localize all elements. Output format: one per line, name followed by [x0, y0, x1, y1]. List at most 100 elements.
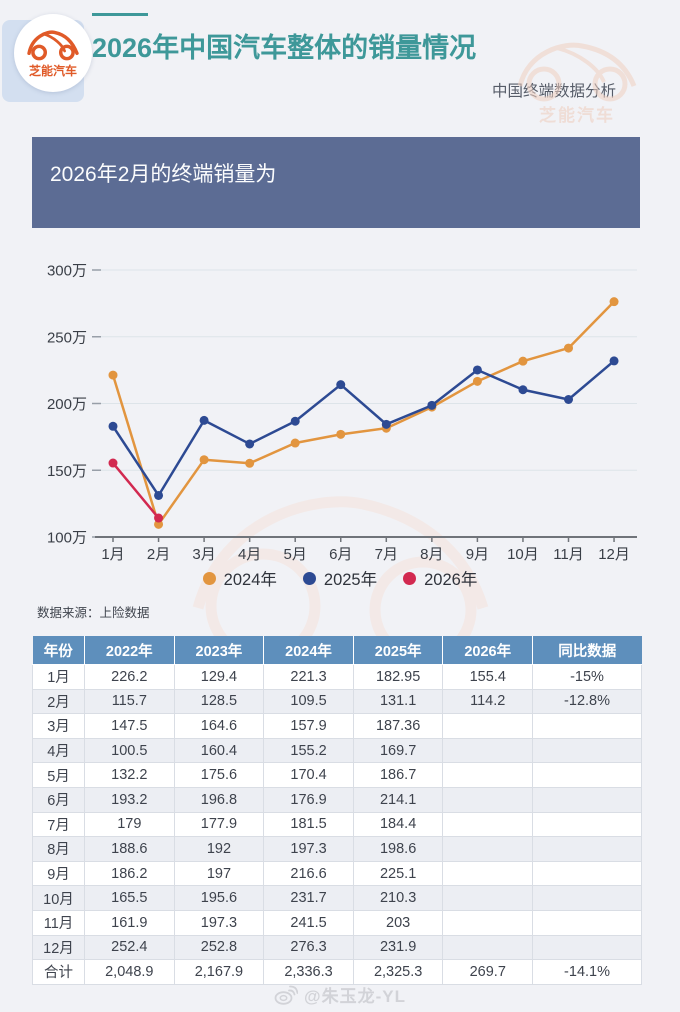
- x-axis-label: 10月: [507, 546, 539, 563]
- x-axis-label: 1月: [101, 546, 124, 563]
- x-axis-label: 7月: [375, 546, 398, 563]
- table-cell: 131.1: [352, 688, 444, 715]
- table-cell: 225.1: [352, 860, 444, 887]
- table-cell: 155.4: [442, 664, 534, 690]
- weibo-icon: [274, 985, 299, 1005]
- table-cell: 170.4: [263, 762, 354, 788]
- table-cell: 210.3: [352, 885, 444, 911]
- logo-circle: 芝能汽车: [14, 14, 92, 92]
- table-cell: 12月: [32, 934, 85, 961]
- data-point: [108, 421, 118, 431]
- table-cell: 179: [84, 811, 175, 838]
- table-cell: 175.6: [173, 762, 265, 788]
- series-line: [111, 300, 616, 526]
- data-point: [564, 394, 573, 404]
- table-cell: 109.5: [263, 688, 354, 715]
- data-point: [564, 343, 573, 353]
- sales-data-table: 年份 2022年 2023年 2024年 2025年 2026年 同比数据 1月 226.2 1…: [32, 636, 642, 985]
- table-cell: 252.4: [84, 934, 175, 961]
- table-cell: 197: [173, 860, 265, 887]
- table-cell: [532, 786, 642, 813]
- watermark-text: 芝能汽车: [539, 106, 615, 125]
- table-cell: [442, 786, 534, 813]
- table-cell: [442, 885, 534, 911]
- table-cell: [442, 762, 534, 788]
- table-cell: 193.2: [84, 786, 175, 813]
- table-header-cell: 2024年: [263, 636, 354, 665]
- page-subtitle: 中国终端数据分析: [491, 83, 616, 100]
- table-cell: 155.2: [263, 737, 354, 764]
- chart-legend: 2024年 2025年 2026年: [0, 566, 680, 590]
- table-cell: 合计: [32, 959, 85, 985]
- table-cell: 188.6: [84, 836, 175, 862]
- table-cell: [442, 811, 534, 838]
- table-cell: 100.5: [84, 737, 175, 764]
- x-axis-label: 3月: [192, 546, 215, 563]
- table-row: 7月 179 177.9 181.5 184.4: [32, 811, 642, 838]
- legend-item-2025年: 2025年: [302, 566, 377, 590]
- headline-banner-text: 2026年2月的终端销量为: [50, 163, 277, 186]
- table-cell: 3月: [32, 713, 85, 739]
- data-point: [108, 458, 118, 468]
- table-cell: 195.6: [173, 885, 265, 911]
- table-cell: 269.7: [442, 959, 534, 985]
- x-axis-label: 6月: [329, 546, 352, 563]
- table-cell: 196.8: [173, 786, 265, 813]
- table-header-cell: 同比数据: [532, 636, 642, 665]
- y-axis-label: 300万: [47, 263, 87, 280]
- table-header-cell: 2022年: [84, 636, 175, 665]
- table-row: 2月 115.7 128.5 109.5 131.1 114.2 -12.8%: [32, 688, 642, 715]
- data-point: [199, 455, 209, 465]
- headline-banner: 2026年2月的终端销量为: [32, 137, 640, 228]
- title-accent-line: [92, 13, 148, 16]
- table-header-cell: 2025年: [352, 636, 444, 665]
- table-cell: 165.5: [84, 885, 175, 911]
- footer: @朱玉龙-YL: [0, 982, 680, 1007]
- table-cell: [442, 909, 534, 936]
- table-cell: 226.2: [84, 664, 175, 690]
- series-line: [111, 461, 160, 520]
- table-cell: 2,336.3: [263, 959, 354, 985]
- data-point: [199, 415, 209, 425]
- series-2026年: [108, 458, 164, 523]
- table-cell: 203: [352, 909, 444, 936]
- data-point: [245, 458, 255, 468]
- table-cell: 186.7: [352, 762, 444, 788]
- table-cell: -12.8%: [532, 688, 642, 715]
- table-header-row: 年份 2022年 2023年 2024年 2025年 2026年 同比数据: [32, 636, 642, 665]
- series-2024年: [108, 297, 619, 529]
- table-cell: 114.2: [442, 688, 534, 715]
- author-handle: @朱玉龙-YL: [304, 987, 406, 1006]
- table-cell: 6月: [32, 786, 85, 813]
- legend-item-2026年: 2026年: [403, 566, 477, 590]
- table-cell: 157.9: [263, 713, 354, 739]
- table-cell: 11月: [32, 909, 85, 936]
- legend-label: 2026年: [424, 571, 478, 589]
- data-point: [336, 380, 346, 390]
- table-cell: 231.9: [352, 934, 444, 961]
- x-axis-label: 12月: [598, 546, 630, 563]
- table-cell: 241.5: [263, 909, 354, 936]
- x-axis-label: 9月: [466, 546, 489, 563]
- table-cell: 129.4: [173, 664, 265, 690]
- car-watermark-icon: [517, 42, 637, 102]
- table-cell: 160.4: [173, 737, 265, 764]
- data-point: [245, 439, 255, 449]
- table-row: 11月 161.9 197.3 241.5 203: [32, 909, 642, 936]
- table-cell: [532, 737, 642, 764]
- brand-logo: 芝能汽车: [2, 6, 102, 106]
- table-cell: [442, 836, 534, 862]
- data-point: [518, 356, 528, 366]
- data-point: [290, 416, 300, 426]
- x-axis-label: 4月: [238, 546, 261, 563]
- table-cell: 2月: [32, 688, 85, 715]
- table-row: 12月 252.4 252.8 276.3 231.9: [32, 934, 642, 961]
- legend-dot: [403, 571, 417, 585]
- table-cell: 161.9: [84, 909, 175, 936]
- table-cell: 216.6: [263, 860, 354, 887]
- legend-label: 2024年: [223, 571, 277, 589]
- x-axis-label: 8月: [420, 546, 443, 563]
- table-cell: -14.1%: [532, 959, 642, 985]
- table-cell: 182.95: [352, 664, 444, 690]
- data-point: [472, 365, 482, 375]
